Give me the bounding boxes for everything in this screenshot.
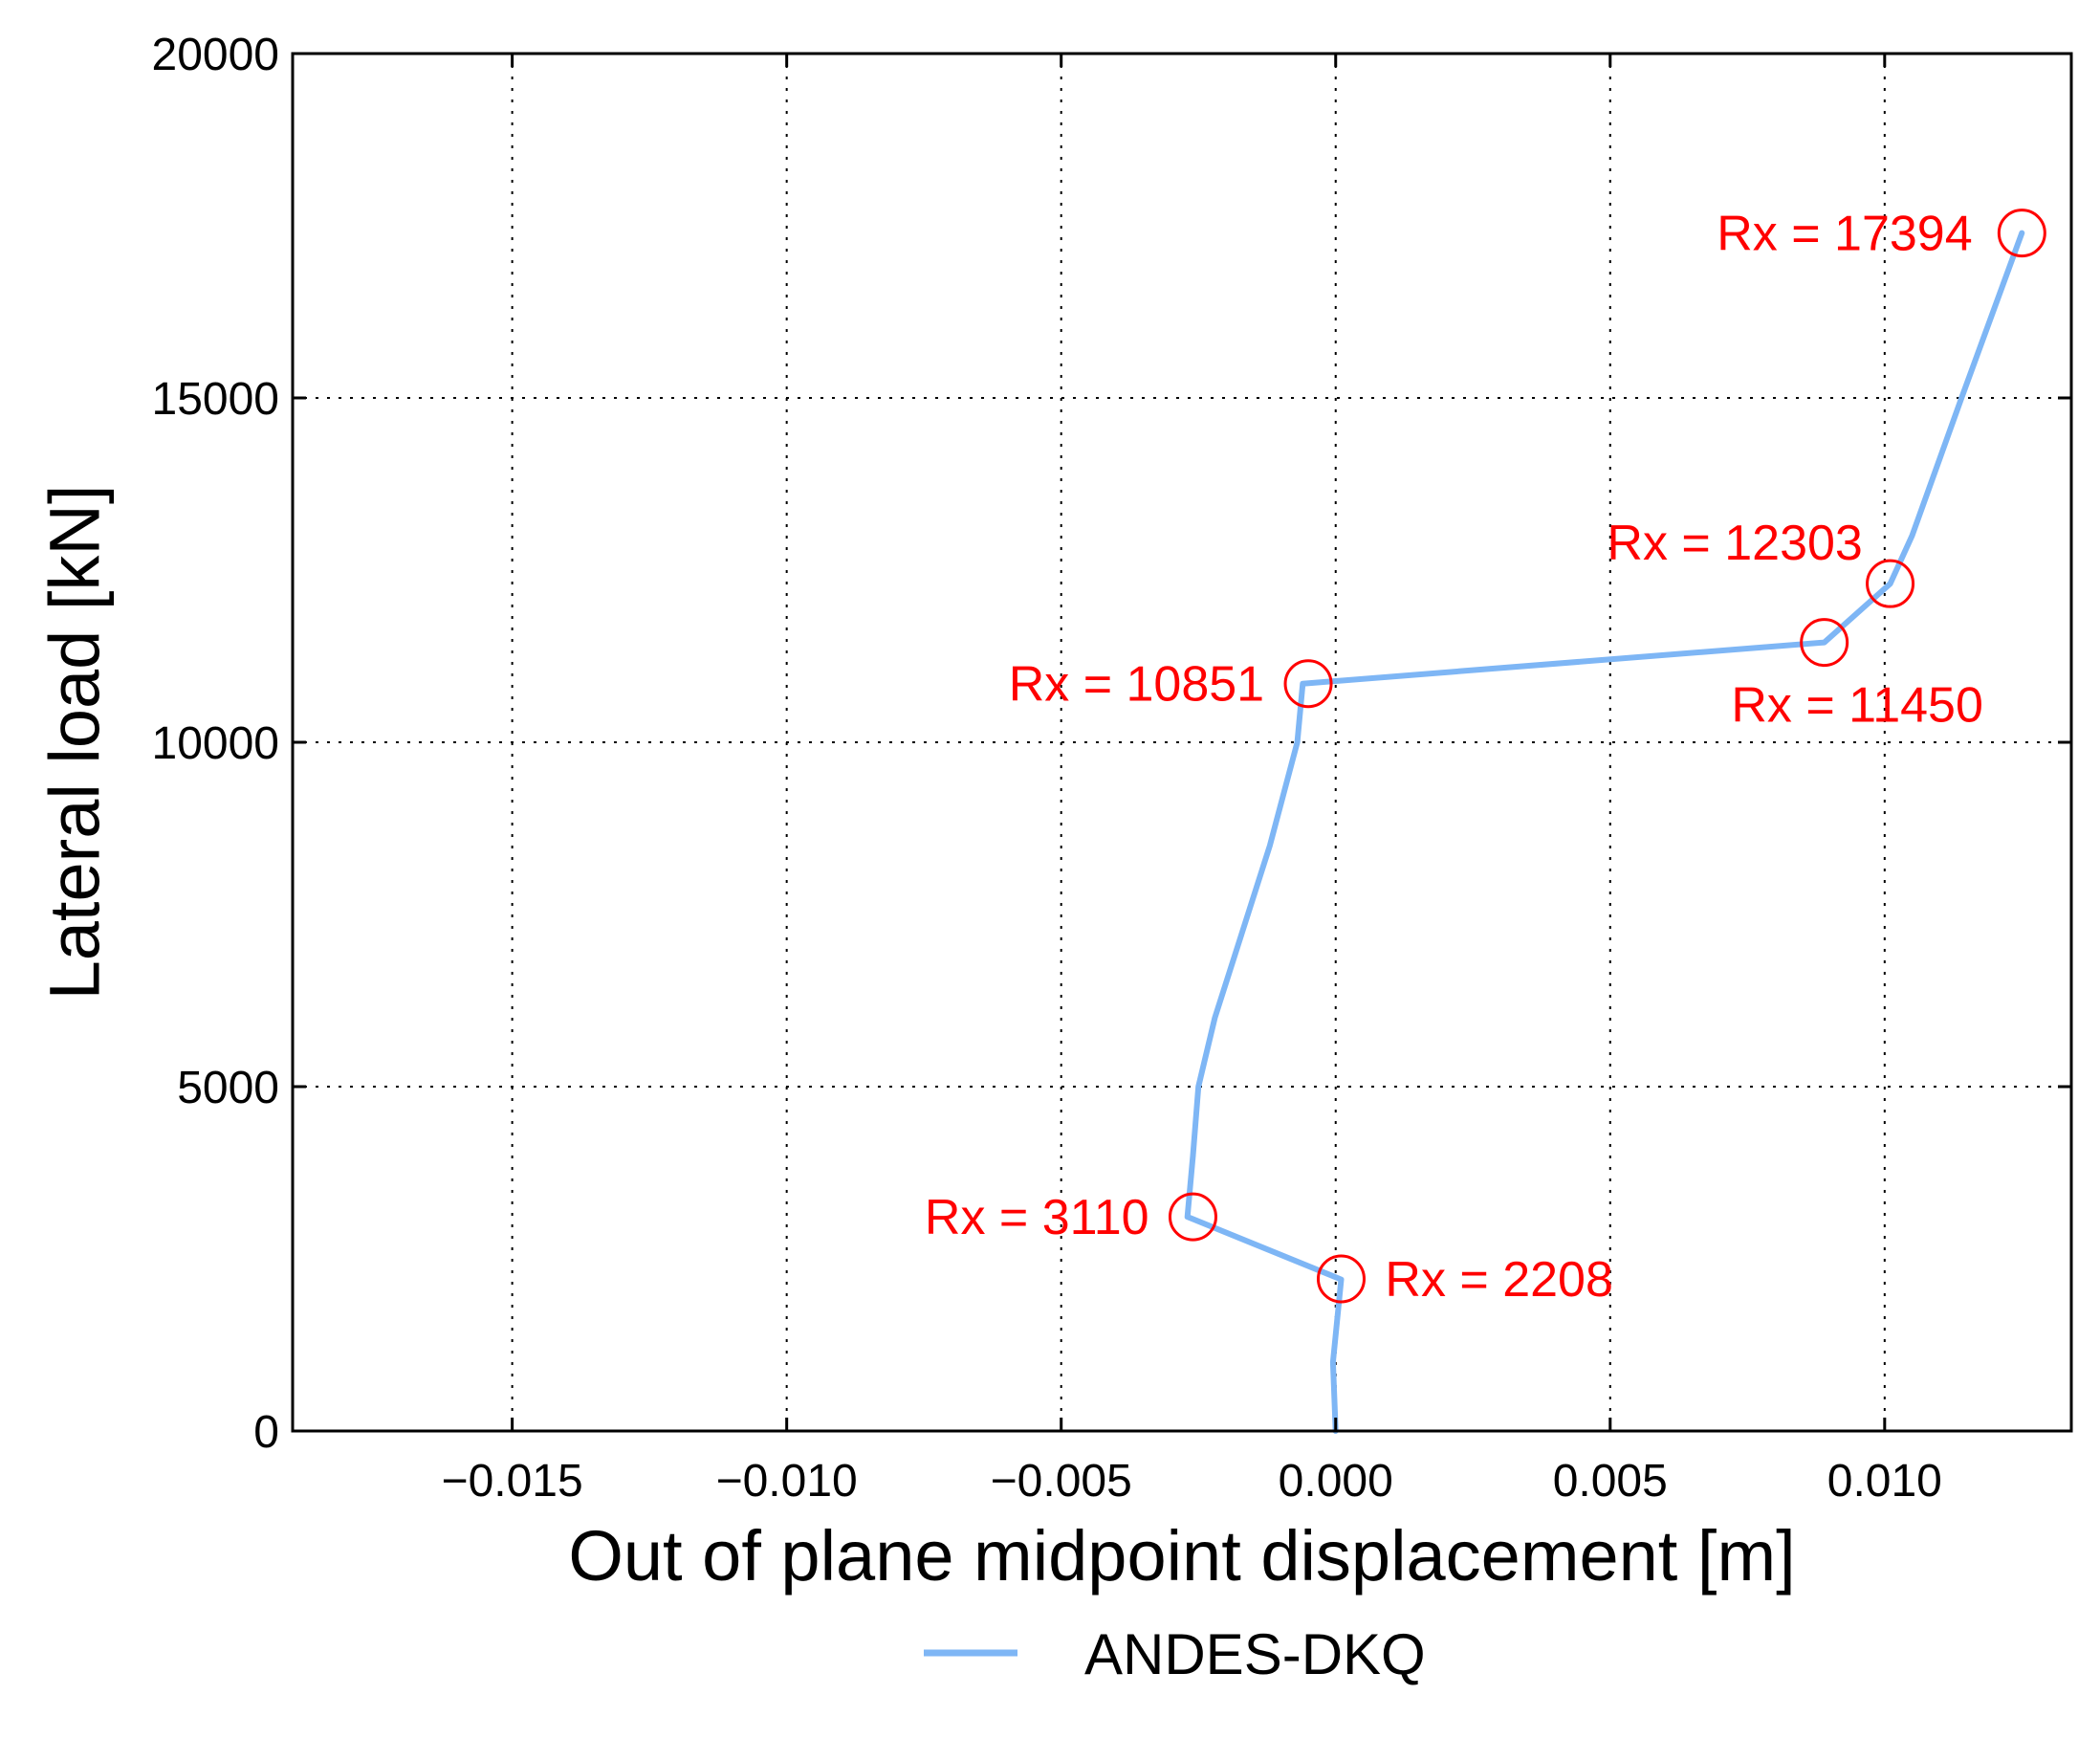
x-axis-label: Out of plane midpoint displacement [m]	[568, 1516, 1795, 1596]
y-tick-label: 20000	[152, 30, 279, 80]
annotation-markers	[1168, 209, 2046, 1304]
annotation-label: Rx = 3110	[925, 1190, 1149, 1245]
ticks	[293, 52, 2071, 1433]
y-tick-label: 5000	[177, 1063, 279, 1113]
annotation-circle	[1866, 559, 1915, 608]
x-tick-label: 0.010	[1827, 1456, 1942, 1507]
tick-labels: −0.015 −0.010 −0.005 0.000 0.005 0.010 0 5000 10…	[152, 30, 1942, 1507]
legend-label-andes-dkq: ANDES-DKQ	[1084, 1622, 1426, 1686]
y-tick-label: 15000	[152, 374, 279, 425]
annotation-circle	[1316, 1254, 1366, 1304]
annotation-label: Rx = 2208	[1385, 1252, 1613, 1308]
annotation-label: Rx = 12303	[1607, 516, 1862, 571]
annotation-circle	[1997, 209, 2046, 258]
x-tick-label: −0.005	[991, 1456, 1132, 1507]
annotation-label: Rx = 11450	[1731, 677, 1983, 733]
series-layer	[1184, 230, 2025, 1434]
x-tick-label: −0.010	[716, 1456, 858, 1507]
legend: ANDES-DKQ	[924, 1622, 1426, 1686]
annotation-label: Rx = 10851	[1009, 657, 1264, 713]
series-line-andes-dkq	[1184, 230, 2025, 1434]
annotation-labels: Rx = 17394 Rx = 12303 Rx = 11450 Rx = 10851…	[925, 207, 1983, 1308]
y-axis-label: Lateral load [kN]	[35, 485, 115, 1001]
annotation-circle	[1168, 1192, 1217, 1242]
y-tick-label: 0	[253, 1407, 279, 1458]
y-tick-label: 10000	[152, 718, 279, 769]
annotation-circle	[1283, 659, 1333, 709]
x-tick-label: 0.000	[1279, 1456, 1393, 1507]
annotation-circle	[1800, 618, 1849, 668]
annotation-label: Rx = 17394	[1717, 207, 1972, 262]
x-tick-label: −0.015	[442, 1456, 583, 1507]
x-tick-label: 0.005	[1553, 1456, 1668, 1507]
